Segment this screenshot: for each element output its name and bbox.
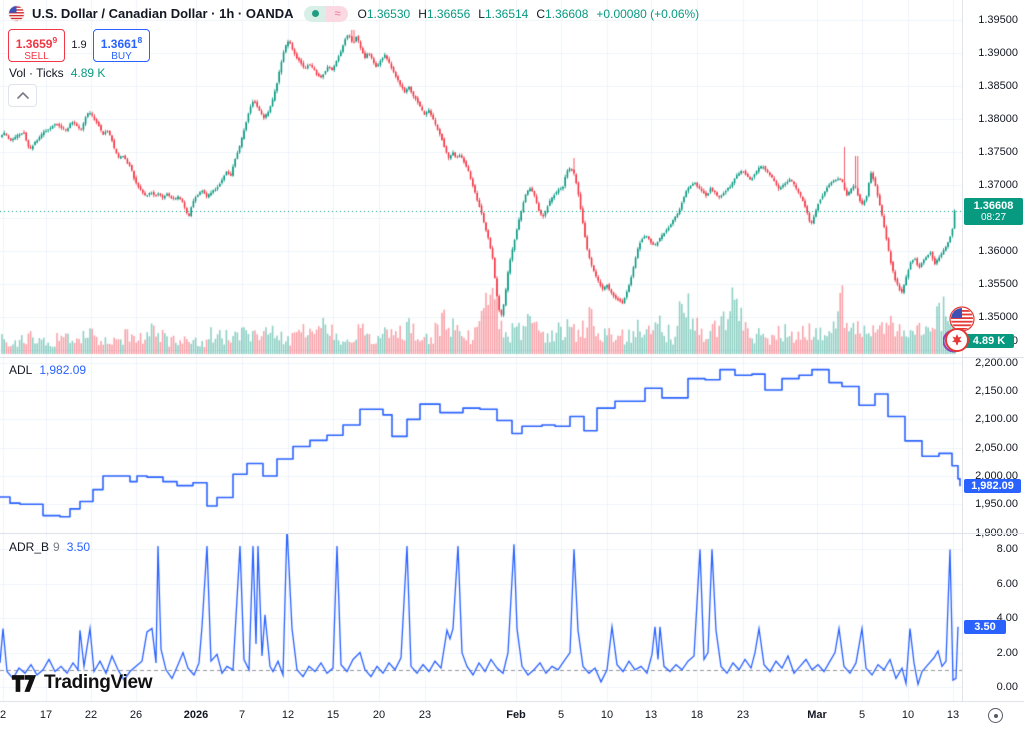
adl-axis-label: 2,050.00 (975, 442, 1018, 454)
time-axis-tick: 10 (901, 709, 915, 721)
adl-axis-label: 1,950.00 (975, 498, 1018, 510)
price-axis-label: 1.35000 (978, 311, 1018, 323)
adrb-legend-title: ADR_B (9, 540, 50, 554)
buy-label: BUY (111, 51, 132, 62)
adrb-axis-label: 0.00 (996, 681, 1018, 693)
chevron-up-icon (16, 92, 29, 99)
cad-flag-icon (943, 328, 969, 353)
realtime-dot-icon (993, 713, 998, 718)
adrb-badge: 3.50 (964, 620, 1006, 634)
close-label: C (536, 6, 546, 21)
adl-axis-label: 2,100.00 (975, 413, 1018, 425)
time-axis-tick: 23 (418, 709, 432, 721)
time-axis-tick: 13 (946, 709, 960, 721)
time-axis-tick: 15 (326, 709, 340, 721)
adl-legend-value: 1,982.09 (39, 363, 87, 377)
buy-price: 1.36618 (100, 35, 143, 51)
tradingview-logo-text: TradingView (44, 672, 153, 693)
price-axis[interactable]: 0 1.36608 08:27 4.89 K 1,982.09 3.50 1.3… (962, 0, 1024, 701)
time-axis-tick: 5 (557, 709, 565, 721)
price-axis-label: 1.37500 (978, 146, 1018, 158)
low-label: L (478, 6, 485, 21)
time-axis-tick: 23 (736, 709, 750, 721)
time-axis-tick: Feb (506, 709, 526, 721)
change-value: +0.00080 (+0.06%) (596, 6, 700, 21)
chart-plot-area[interactable] (0, 0, 962, 701)
pane-separator[interactable] (0, 357, 1024, 358)
price-axis-label: 1.37000 (978, 179, 1018, 191)
pair-flag-icon (8, 5, 25, 22)
adl-badge: 1,982.09 (964, 479, 1021, 493)
time-axis-tick: 22 (84, 709, 98, 721)
collapse-toolbar-button[interactable] (8, 84, 37, 107)
buy-button[interactable]: 1.36618 BUY (93, 29, 150, 62)
pane-separator[interactable] (0, 533, 1024, 534)
symbol-header: U.S. Dollar / Canadian Dollar · 1h · OAN… (8, 5, 699, 22)
bar-countdown: 08:27 (980, 212, 1007, 223)
volume-legend-value: 4.89 K (70, 66, 106, 80)
adrb-axis-label: 8.00 (996, 543, 1018, 555)
price-axis-label: 1.39000 (978, 47, 1018, 59)
adl-axis-label: 2,200.00 (975, 357, 1018, 369)
adrb-axis-label: 2.00 (996, 647, 1018, 659)
time-axis-tick: 5 (858, 709, 866, 721)
time-axis-tick: 7 (238, 709, 246, 721)
high-label: H (418, 6, 427, 21)
market-open-dot-icon (311, 10, 319, 17)
tradingview-mark-icon (11, 674, 37, 692)
ohlc-values: O1.36530 H1.36656 L1.36514 C1.36608 +0.0… (357, 7, 699, 21)
volume-legend: Vol · Ticks 4.89 K (9, 66, 105, 80)
sell-price: 1.36599 (15, 35, 58, 51)
last-price-badge: 1.36608 08:27 (964, 198, 1023, 225)
time-axis-tick: 20 (372, 709, 386, 721)
symbol-title[interactable]: U.S. Dollar / Canadian Dollar · 1h · OAN… (32, 6, 294, 21)
adrb-legend-param: 9 (53, 540, 60, 554)
price-axis-label: 1.36000 (978, 245, 1018, 257)
close-value: 1.36608 (545, 6, 589, 21)
adrb-legend-value: 3.50 (66, 540, 91, 554)
adl-axis-label: 2,150.00 (975, 385, 1018, 397)
time-axis-tick: 12 (281, 709, 295, 721)
volume-badge: 4.89 K (964, 334, 1014, 348)
open-value: 1.36530 (366, 6, 411, 21)
low-value: 1.36514 (484, 6, 529, 21)
adrb-legend: ADR_B 9 3.50 (9, 540, 90, 554)
price-axis-label: 1.35500 (978, 278, 1018, 290)
time-axis-tick: 17 (39, 709, 53, 721)
price-axis-label: 1.38000 (978, 113, 1018, 125)
time-axis-tick: 13 (644, 709, 658, 721)
market-open-indicator[interactable] (304, 5, 327, 22)
high-value: 1.36656 (426, 6, 471, 21)
usd-flag-icon (949, 306, 975, 332)
price-axis-label: 1.39500 (978, 14, 1018, 26)
time-axis-tick: 10 (600, 709, 614, 721)
price-axis-label: 1.38500 (978, 80, 1018, 92)
adl-legend-title: ADL (9, 363, 33, 377)
sell-button[interactable]: 1.36599 SELL (8, 29, 65, 62)
time-axis-tick: 2026 (183, 709, 209, 721)
tradingview-logo[interactable]: TradingView (11, 672, 153, 694)
last-price-value: 1.36608 (973, 200, 1014, 212)
time-axis[interactable]: 2 17 22 26 2026 7 12 15 20 23 Feb 5 10 13 18 23 Mar 5 10 13 (0, 701, 1024, 729)
price-axis-partial-label: 0 (1011, 335, 1018, 347)
time-axis-tick: Mar (807, 709, 827, 721)
volume-legend-title: Vol · Ticks (9, 66, 64, 80)
sell-label: SELL (24, 51, 49, 62)
go-to-realtime-button[interactable] (988, 708, 1003, 723)
open-label: O (357, 6, 367, 21)
time-axis-tick: 18 (690, 709, 704, 721)
spread-value: 1.9 (71, 39, 87, 51)
market-status-pills: ≈ (304, 5, 349, 22)
time-axis-tick: 2 (0, 709, 7, 721)
approx-price-indicator[interactable]: ≈ (326, 5, 349, 22)
adl-legend: ADL 1,982.09 (9, 363, 86, 377)
adrb-axis-label: 6.00 (996, 578, 1018, 590)
time-axis-tick: 26 (129, 709, 143, 721)
